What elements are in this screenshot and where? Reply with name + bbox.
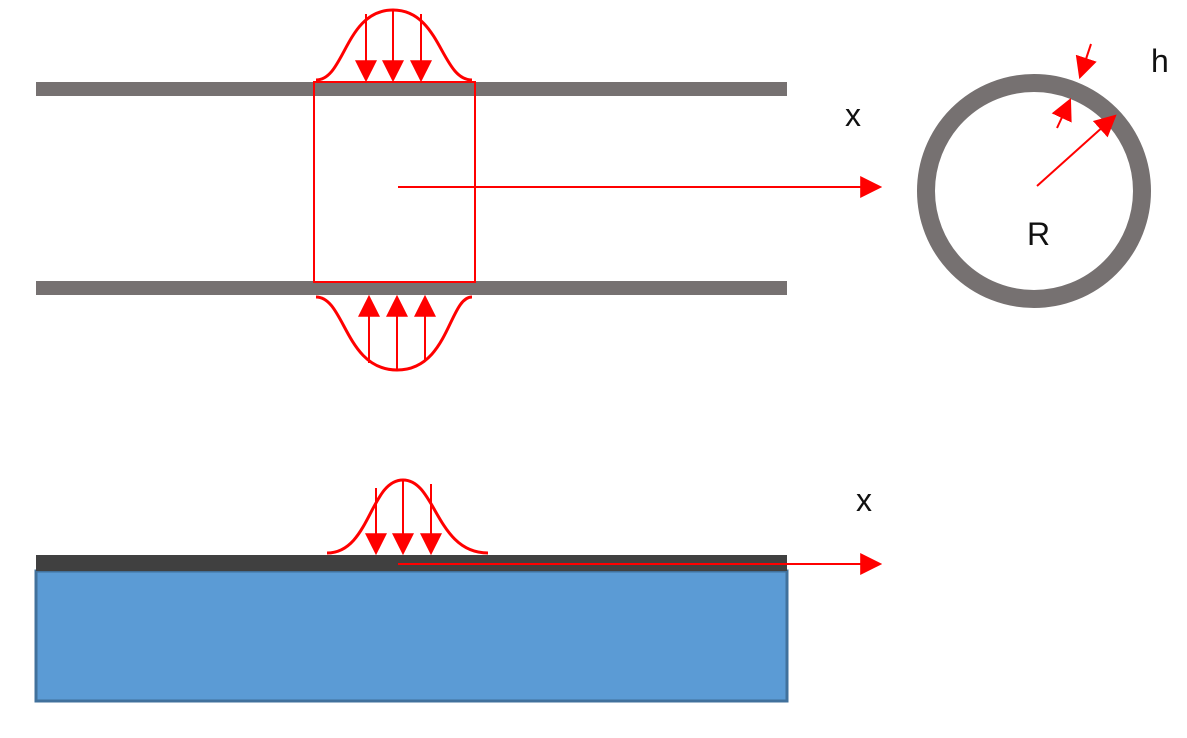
substrate bbox=[34, 569, 789, 703]
bottom-pressure-profile bbox=[315, 295, 473, 372]
tube-bottom-wall bbox=[36, 281, 787, 295]
bottom-pressure-arrows bbox=[358, 294, 436, 370]
tube-ring bbox=[917, 74, 1151, 308]
thickness-arrow-inner bbox=[1051, 98, 1072, 129]
thickness-arrow-outer bbox=[1075, 43, 1097, 80]
plate-pressure-profile bbox=[326, 478, 489, 555]
tube-top-wall bbox=[36, 82, 787, 96]
x-axis-label: x bbox=[845, 97, 861, 133]
lower-x-axis-label: x bbox=[856, 482, 872, 518]
tube-section: x bbox=[36, 8, 883, 372]
plate-pressure-arrows bbox=[365, 480, 442, 556]
top-pressure-arrows bbox=[355, 10, 432, 83]
radius-arrow bbox=[1036, 114, 1117, 187]
plate-on-substrate: x bbox=[34, 478, 883, 703]
radius-label: R bbox=[1027, 216, 1050, 252]
thickness-label: h bbox=[1151, 43, 1169, 79]
tube-cross-section: R h bbox=[917, 43, 1169, 308]
control-volume-box bbox=[313, 81, 476, 283]
